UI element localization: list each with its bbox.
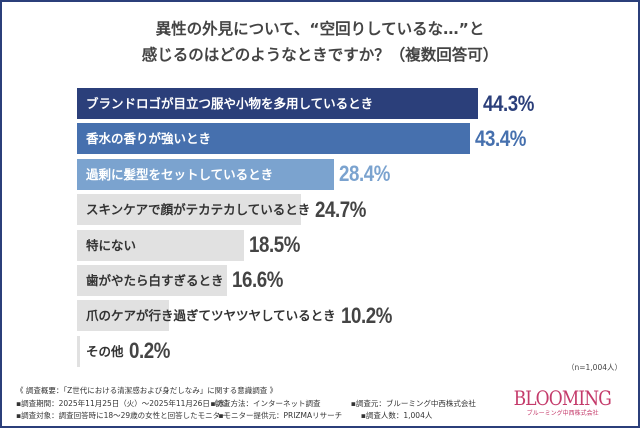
bar: [77, 300, 170, 332]
survey-summary: 《 調査概要：「Z世代における清潔感および身だしなみ」に関する意識調査 》: [16, 386, 278, 395]
bar: [77, 194, 301, 226]
logo-brand: BLOOMING: [513, 386, 612, 410]
bar: [77, 123, 470, 155]
bar-value-label: 24.7%: [315, 196, 367, 222]
survey-source: ▪調査元：ブルーミング中西株式会社: [350, 398, 476, 408]
bar-value-label: 16.6%: [232, 267, 284, 293]
bar-row: 歯がやたら白すぎるとき 16.6%: [77, 264, 617, 296]
chart-title: 異性の外見について、“空回りしているな…”と 感じるのはどのようなときですか？（…: [2, 16, 638, 68]
survey-period: ▪調査期間：2025年11月25日（火）～2025年11月26日（水）: [16, 398, 233, 408]
title-line-2: 感じるのはどのようなときですか？（複数回答可）: [141, 46, 499, 64]
bar-value-label: 43.4%: [474, 125, 526, 151]
bar: [77, 229, 245, 261]
bar-row: 爪のケアが行き過ぎてツヤツヤしているとき 10.2%: [77, 300, 617, 332]
bar-row: 特にない 18.5%: [77, 229, 617, 261]
survey-target: ▪調査対象：調査回答時に18～29歳の女性と回答したモニター: [16, 411, 228, 420]
bar-label: 香水の香りが強いとき: [86, 131, 212, 147]
logo-company: ブルーミング中西株式会社: [526, 410, 599, 417]
bar-row: 過剰に髪型をセットしているとき 28.4%: [77, 158, 617, 190]
bar-row: 香水の香りが強いとき 43.4%: [77, 123, 617, 155]
bar-value-label: 28.4%: [339, 161, 390, 187]
bar-row: その他 0.2%: [77, 335, 617, 367]
bar-value-label: 44.3%: [482, 90, 534, 116]
bar-row: ブランドロゴが目立つ服や小物を多用しているとき 44.3%: [77, 88, 617, 119]
bar: [77, 88, 478, 119]
bar-label: 歯がやたら白すぎるとき: [86, 272, 224, 288]
bar-label: スキンケアで顔がテカテカしているとき: [86, 202, 311, 218]
bar: [77, 335, 80, 367]
bar-value-label: 18.5%: [249, 232, 301, 258]
bar-label: 特にない: [86, 237, 137, 253]
survey-method: ▪調査方法：インターネット調査: [210, 398, 321, 408]
bar-label: その他: [86, 343, 124, 359]
bar-label: ブランドロゴが目立つ服や小物を多用しているとき: [86, 96, 374, 111]
bar-chart: ブランドロゴが目立つ服や小物を多用しているとき 44.3% 香水の香りが強いとき 43…: [77, 88, 617, 371]
blooming-logo: BLOOMING ブルーミング中西株式会社: [505, 386, 620, 417]
bar-label: 爪のケアが行き過ぎてツヤツヤしているとき: [86, 308, 336, 324]
survey-count: ▪調査人数：1,004人: [360, 411, 433, 420]
title-line-1: 異性の外見について、“空回りしているな…”と: [155, 20, 485, 38]
bar-label: 過剰に髪型をセットしているとき: [86, 166, 274, 182]
bar: [77, 264, 228, 296]
bar-value-label: 0.2%: [128, 338, 170, 364]
survey-provider: ▪モニター提供元：PRIZMAリサーチ: [218, 411, 343, 420]
bar: [77, 158, 335, 190]
survey-footer: 《 調査概要：「Z世代における清潔感および身だしなみ」に関する意識調査 》 ▪調…: [16, 385, 476, 423]
sample-size-note: （n=1,004人）: [566, 363, 622, 372]
bar-value-label: 10.2%: [340, 302, 392, 328]
bar-row: スキンケアで顔がテカテカしているとき 24.7%: [77, 194, 617, 226]
